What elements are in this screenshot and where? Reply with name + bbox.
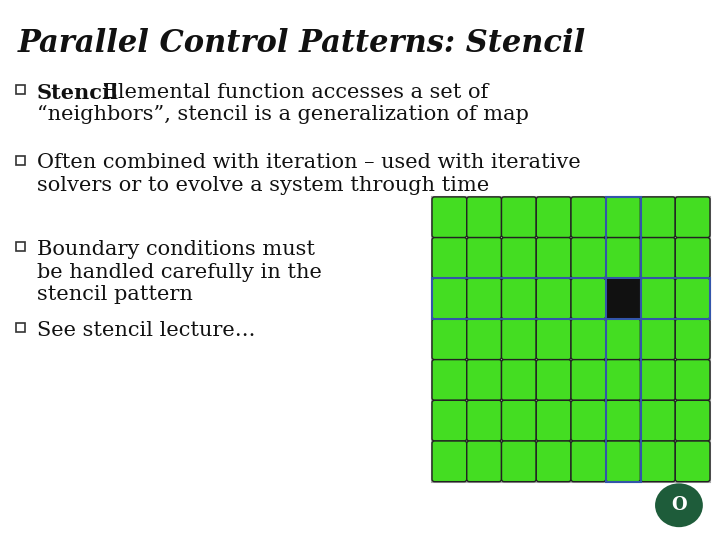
Text: See stencil lecture…: See stencil lecture… — [37, 321, 256, 340]
FancyBboxPatch shape — [606, 238, 641, 278]
FancyBboxPatch shape — [606, 441, 641, 482]
FancyBboxPatch shape — [675, 197, 710, 238]
FancyBboxPatch shape — [675, 360, 710, 400]
FancyBboxPatch shape — [641, 360, 675, 400]
FancyBboxPatch shape — [467, 441, 502, 482]
FancyBboxPatch shape — [432, 319, 467, 360]
FancyBboxPatch shape — [432, 238, 467, 278]
FancyBboxPatch shape — [675, 238, 710, 278]
FancyBboxPatch shape — [536, 400, 571, 441]
FancyBboxPatch shape — [675, 319, 710, 360]
FancyBboxPatch shape — [502, 319, 536, 360]
FancyBboxPatch shape — [571, 197, 606, 238]
FancyBboxPatch shape — [432, 441, 467, 482]
FancyBboxPatch shape — [432, 278, 467, 319]
Text: Lecture 5 – Parallel Programming Patterns - Map: Lecture 5 – Parallel Programming Pattern… — [403, 518, 621, 527]
Text: stencil pattern: stencil pattern — [37, 285, 193, 304]
FancyBboxPatch shape — [606, 360, 641, 400]
FancyBboxPatch shape — [502, 197, 536, 238]
Text: be handled carefully in the: be handled carefully in the — [37, 262, 322, 281]
FancyBboxPatch shape — [571, 238, 606, 278]
FancyBboxPatch shape — [571, 278, 606, 319]
FancyBboxPatch shape — [606, 400, 641, 441]
FancyBboxPatch shape — [641, 441, 675, 482]
FancyBboxPatch shape — [606, 197, 641, 238]
FancyBboxPatch shape — [467, 360, 502, 400]
FancyBboxPatch shape — [467, 278, 502, 319]
FancyBboxPatch shape — [641, 400, 675, 441]
FancyBboxPatch shape — [641, 197, 675, 238]
Text: 46: 46 — [630, 517, 642, 528]
FancyBboxPatch shape — [467, 197, 502, 238]
Bar — [432, 278, 710, 319]
Bar — [606, 197, 641, 482]
FancyBboxPatch shape — [641, 278, 675, 319]
FancyBboxPatch shape — [502, 441, 536, 482]
Circle shape — [653, 481, 705, 529]
Text: Parallel Control Patterns: Stencil: Parallel Control Patterns: Stencil — [18, 28, 586, 59]
FancyBboxPatch shape — [571, 360, 606, 400]
FancyBboxPatch shape — [571, 400, 606, 441]
FancyBboxPatch shape — [467, 238, 502, 278]
Bar — [432, 197, 710, 482]
FancyBboxPatch shape — [675, 400, 710, 441]
FancyBboxPatch shape — [571, 319, 606, 360]
FancyBboxPatch shape — [536, 197, 571, 238]
Text: O: O — [671, 496, 687, 514]
Text: Introduction to Parallel Computing, University of Oregon, IPCC: Introduction to Parallel Computing, Univ… — [7, 518, 288, 527]
FancyBboxPatch shape — [432, 400, 467, 441]
FancyBboxPatch shape — [536, 319, 571, 360]
FancyBboxPatch shape — [536, 278, 571, 319]
FancyBboxPatch shape — [502, 238, 536, 278]
Text: Boundary conditions must: Boundary conditions must — [37, 240, 315, 259]
Text: solvers or to evolve a system through time: solvers or to evolve a system through ti… — [37, 176, 490, 195]
Text: : Elemental function accesses a set of: : Elemental function accesses a set of — [89, 83, 488, 102]
FancyBboxPatch shape — [467, 319, 502, 360]
FancyBboxPatch shape — [675, 441, 710, 482]
Text: Often combined with iteration – used with iterative: Often combined with iteration – used wit… — [37, 153, 581, 172]
Bar — [432, 278, 710, 319]
Bar — [606, 197, 641, 482]
FancyBboxPatch shape — [641, 319, 675, 360]
Text: Stencil: Stencil — [37, 83, 119, 103]
FancyBboxPatch shape — [675, 278, 710, 319]
FancyBboxPatch shape — [432, 360, 467, 400]
FancyBboxPatch shape — [432, 197, 467, 238]
FancyBboxPatch shape — [571, 441, 606, 482]
FancyBboxPatch shape — [536, 238, 571, 278]
FancyBboxPatch shape — [606, 278, 641, 319]
Text: “neighbors”, stencil is a generalization of map: “neighbors”, stencil is a generalization… — [37, 105, 529, 124]
FancyBboxPatch shape — [606, 319, 641, 360]
FancyBboxPatch shape — [536, 441, 571, 482]
FancyBboxPatch shape — [641, 238, 675, 278]
FancyBboxPatch shape — [502, 360, 536, 400]
FancyBboxPatch shape — [536, 360, 571, 400]
FancyBboxPatch shape — [502, 400, 536, 441]
FancyBboxPatch shape — [467, 400, 502, 441]
FancyBboxPatch shape — [502, 278, 536, 319]
